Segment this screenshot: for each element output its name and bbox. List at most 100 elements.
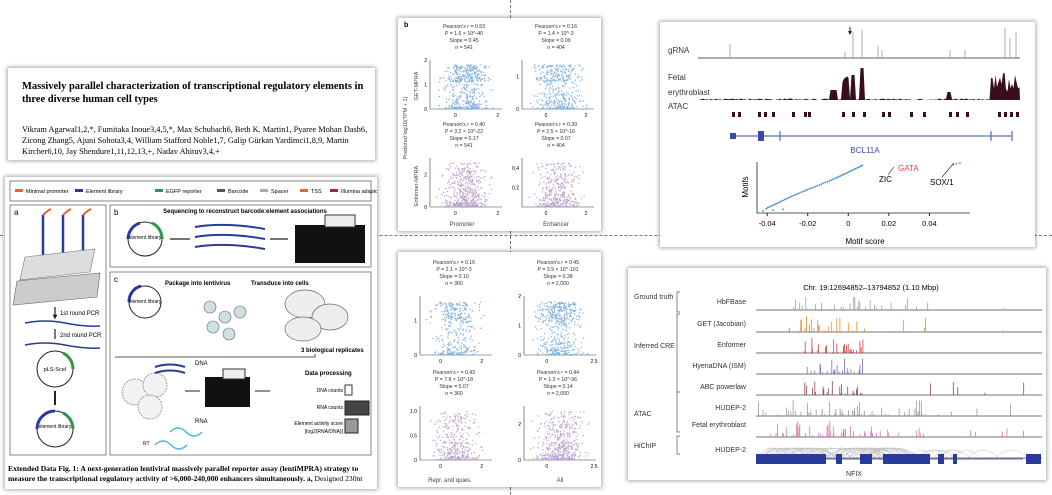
data-point [559,443,561,446]
data-point [556,76,558,79]
data-point [557,177,560,180]
data-point [543,75,546,77]
motif-point [959,162,961,164]
data-point [472,69,474,71]
data-point [462,339,465,341]
data-point [546,448,548,450]
data-point [545,341,547,343]
data-point [477,350,479,353]
data-point [445,98,448,100]
data-point [461,452,463,454]
x-tick-label: 2 [496,211,499,217]
data-point [550,72,552,74]
data-point [546,351,548,353]
data-point [551,459,553,461]
data-point [463,433,465,435]
panel-c-label: c [114,275,118,284]
data-point [437,437,439,439]
data-point [554,348,556,350]
data-point [463,346,465,348]
data-point [467,183,469,185]
data-point [563,165,566,167]
data-point [562,96,564,98]
data-point [443,191,445,194]
data-point [448,317,450,320]
data-point [438,104,441,107]
data-point [464,459,467,461]
data-point [475,200,477,202]
dna-strands [154,363,186,374]
data-point [574,334,576,336]
data-point [549,87,552,89]
data-point [575,205,578,208]
data-point [455,172,458,174]
atac-peak [738,112,741,117]
data-point [555,198,557,200]
data-point [444,89,446,91]
data-point [492,89,494,91]
data-point [560,442,563,444]
data-point [556,80,558,82]
motif-point [824,181,827,184]
data-point [453,67,455,69]
data-point [568,199,570,202]
data-point [554,424,557,426]
data-point [465,190,467,193]
data-point [454,347,456,349]
data-point [552,314,554,317]
data-point [472,457,474,459]
data-point [551,307,553,309]
data-point [558,311,560,313]
nfix-figure: Chr. 19:12694852–13794852 (1.10 Mbp) Gro… [628,268,1046,480]
data-point [562,451,564,454]
data-point [575,201,577,203]
data-point [552,417,555,420]
motif-point [853,168,855,171]
data-point [564,166,566,168]
data-point [572,348,574,350]
data-point [558,447,560,449]
data-point [472,95,475,98]
data-point [468,180,470,182]
data-point [570,425,573,427]
scatter-panels-bottom: Repr. and quies. All Pearson's r = 0.16P… [410,260,598,484]
data-point [562,443,564,445]
data-point [467,453,469,456]
data-point [439,439,442,442]
data-point [441,346,444,348]
data-point [450,302,452,305]
data-point [563,173,566,175]
data-point [442,340,444,342]
data-point [570,315,573,318]
data-point [474,204,476,206]
data-point [553,201,556,203]
data-point [452,307,454,310]
data-point [574,451,576,453]
data-point [543,459,545,461]
data-point [453,414,456,416]
data-point [549,202,551,205]
data-point [568,344,570,346]
motif-point [814,185,817,188]
data-point [535,163,538,165]
data-point [446,354,448,356]
data-point [470,335,472,337]
data-point [470,452,473,454]
data-point [533,65,536,68]
data-point [546,73,548,75]
data-point [459,332,462,335]
data-point [451,182,453,184]
data-point [546,105,548,107]
data-point [467,348,469,351]
data-point [556,200,558,202]
data-point [476,98,478,100]
data-point [465,70,467,72]
legend-item: Illumina adaptor [341,189,377,195]
data-point [462,334,464,336]
data-point [551,305,553,308]
data-point [464,318,466,320]
data-point [448,187,450,190]
data-point [562,194,564,196]
data-point [544,103,546,106]
data-point [448,420,451,422]
